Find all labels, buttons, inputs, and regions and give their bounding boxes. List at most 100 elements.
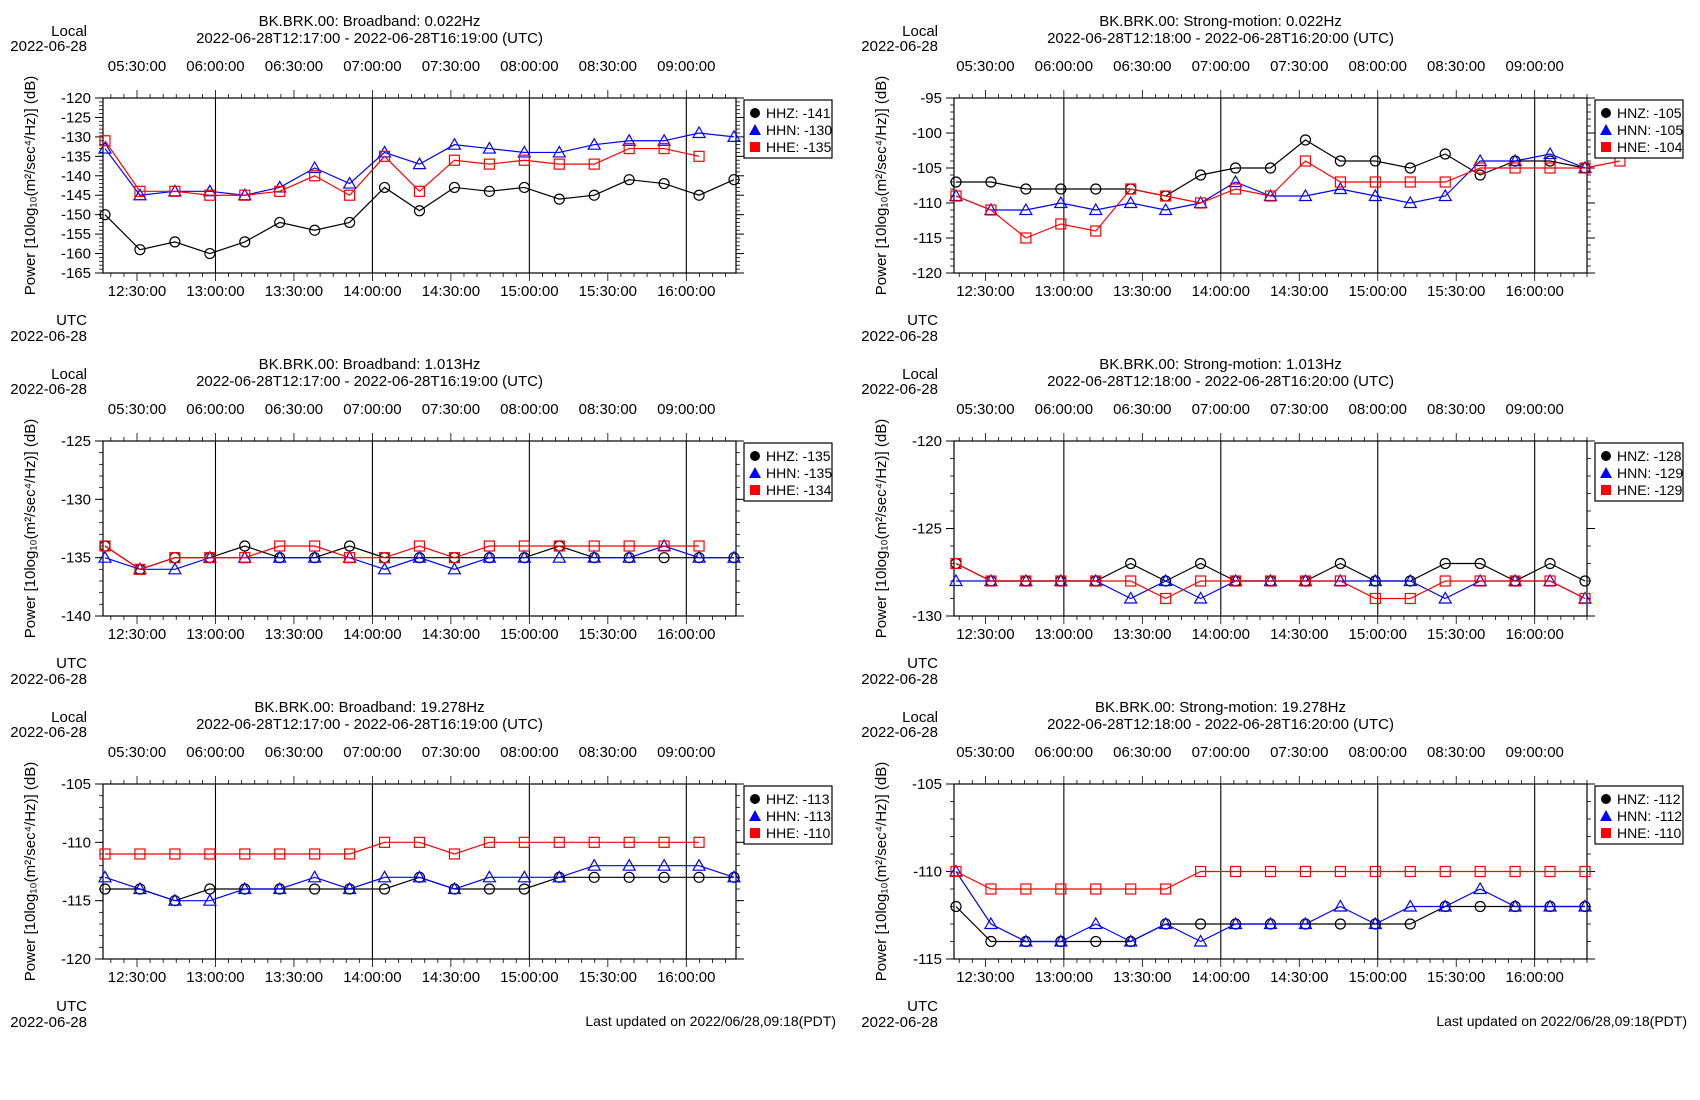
data-point-triangle <box>1018 202 1033 216</box>
legend-label: HNN: -112 <box>1617 808 1682 824</box>
data-point-circle <box>950 176 962 188</box>
data-point-triangle <box>482 141 497 154</box>
legend-label: HHE: -135 <box>766 139 832 155</box>
data-point-square <box>1474 865 1486 878</box>
data-point-triangle <box>97 141 113 154</box>
legend-marker-square <box>1601 485 1611 495</box>
data-point-triangle <box>1543 899 1558 912</box>
data-point-triangle <box>587 137 602 150</box>
data-point-square <box>518 836 530 848</box>
data-point-triangle <box>1333 899 1348 912</box>
data-point-circle <box>378 883 391 895</box>
x-tick-label-utc: 14:00:00 <box>1192 283 1250 300</box>
data-point-triangle <box>1158 916 1173 930</box>
data-point-square <box>134 563 146 575</box>
y-axis-label: Power [10log₁₀(m²/sec⁴/Hz)] (dB) <box>22 762 39 981</box>
chart-panel: BK.BRK.00: Broadband: 1.013Hz2022-06-28T… <box>10 356 833 688</box>
data-point-square <box>413 540 426 552</box>
legend-label: HNZ: -128 <box>1617 448 1682 464</box>
legend-marker-triangle <box>1600 467 1612 478</box>
x-tick-label-local: 06:30:00 <box>1113 58 1171 75</box>
x-tick-label-local: 05:30:00 <box>108 744 166 761</box>
data-point-triangle <box>552 550 567 563</box>
x-tick-label-utc: 14:00:00 <box>1192 969 1250 986</box>
data-point-triangle <box>1438 188 1453 202</box>
data-point-square <box>134 848 146 860</box>
data-point-circle <box>1229 162 1242 174</box>
local-label: Local <box>902 709 938 726</box>
x-tick-label-local: 08:30:00 <box>1427 744 1485 761</box>
x-tick-label-local: 07:30:00 <box>1270 58 1328 75</box>
utc-date-label: 2022-06-28 <box>861 328 938 345</box>
y-tick-label: -105 <box>912 776 942 793</box>
y-tick-label: -150 <box>61 207 91 224</box>
data-point-square <box>99 848 111 860</box>
data-point-triangle <box>1473 153 1488 167</box>
data-point-circle <box>693 189 705 201</box>
utc-label: UTC <box>56 655 87 672</box>
data-point-square <box>169 552 181 564</box>
data-point-triangle <box>167 562 182 575</box>
data-point-circle <box>239 236 251 248</box>
data-point-circle <box>588 189 600 201</box>
data-point-square <box>553 158 565 170</box>
data-point-square <box>623 540 635 552</box>
data-point-square <box>1509 162 1521 174</box>
data-point-triangle <box>622 550 637 563</box>
data-point-square <box>1229 183 1242 195</box>
data-point-square <box>985 204 997 216</box>
x-tick-label-utc: 15:30:00 <box>579 969 637 986</box>
data-point-square <box>985 575 997 587</box>
data-point-triangle <box>1053 934 1068 947</box>
series-line <box>104 132 735 196</box>
data-point-square <box>1579 162 1591 174</box>
x-tick-label-utc: 12:30:00 <box>956 283 1014 300</box>
data-point-circle <box>1264 162 1277 174</box>
chart-panel: BK.BRK.00: Broadband: 19.278Hz2022-06-28… <box>10 699 836 1031</box>
data-point-square <box>239 189 251 201</box>
data-point-triangle <box>587 550 602 563</box>
data-point-triangle <box>1263 916 1278 930</box>
x-tick-label-local: 06:30:00 <box>265 744 323 761</box>
data-point-circle <box>448 181 461 194</box>
x-tick-label-local: 07:30:00 <box>422 744 480 761</box>
data-point-square <box>658 142 670 155</box>
local-date-label: 2022-06-28 <box>10 38 87 55</box>
data-point-square <box>169 185 181 197</box>
x-tick-label-local: 06:30:00 <box>1113 401 1171 418</box>
data-point-triangle <box>482 550 497 563</box>
data-point-square <box>204 848 216 860</box>
data-point-circle <box>693 871 705 883</box>
data-point-circle <box>204 247 216 260</box>
x-tick-label-utc: 15:30:00 <box>1427 969 1485 986</box>
x-tick-label-local: 07:00:00 <box>1192 58 1250 75</box>
data-point-square <box>693 836 705 848</box>
y-tick-label: -110 <box>62 834 91 851</box>
data-point-triangle <box>1193 934 1208 947</box>
x-tick-label-utc: 15:00:00 <box>500 283 558 300</box>
data-point-triangle <box>447 881 462 895</box>
plot-frame <box>953 440 1588 617</box>
y-tick-label: -140 <box>61 168 91 185</box>
y-tick-label: -120 <box>61 90 91 107</box>
chart-subtitle: 2022-06-28T12:17:00 - 2022-06-28T16:19:0… <box>196 30 543 47</box>
data-point-circle <box>1334 155 1346 167</box>
chart-subtitle: 2022-06-28T12:18:00 - 2022-06-28T16:20:0… <box>1047 30 1394 47</box>
data-point-square <box>1125 183 1137 195</box>
x-tick-label-local: 08:30:00 <box>579 58 637 75</box>
data-point-square <box>1125 575 1137 587</box>
x-tick-label-utc: 13:30:00 <box>265 283 323 300</box>
y-tick-label: -125 <box>61 433 91 450</box>
data-point-square <box>950 557 962 570</box>
x-tick-label-local: 05:30:00 <box>956 744 1014 761</box>
data-point-square <box>1020 232 1032 244</box>
data-point-square <box>1055 883 1067 895</box>
data-point-circle <box>1439 148 1451 160</box>
data-point-square <box>1090 225 1102 237</box>
local-label: Local <box>51 366 87 383</box>
x-tick-label-utc: 13:30:00 <box>265 969 323 986</box>
data-point-circle <box>728 174 740 186</box>
data-point-triangle <box>1473 881 1488 895</box>
legend-label: HNN: -105 <box>1617 122 1683 138</box>
x-tick-label-utc: 14:00:00 <box>1192 626 1250 643</box>
